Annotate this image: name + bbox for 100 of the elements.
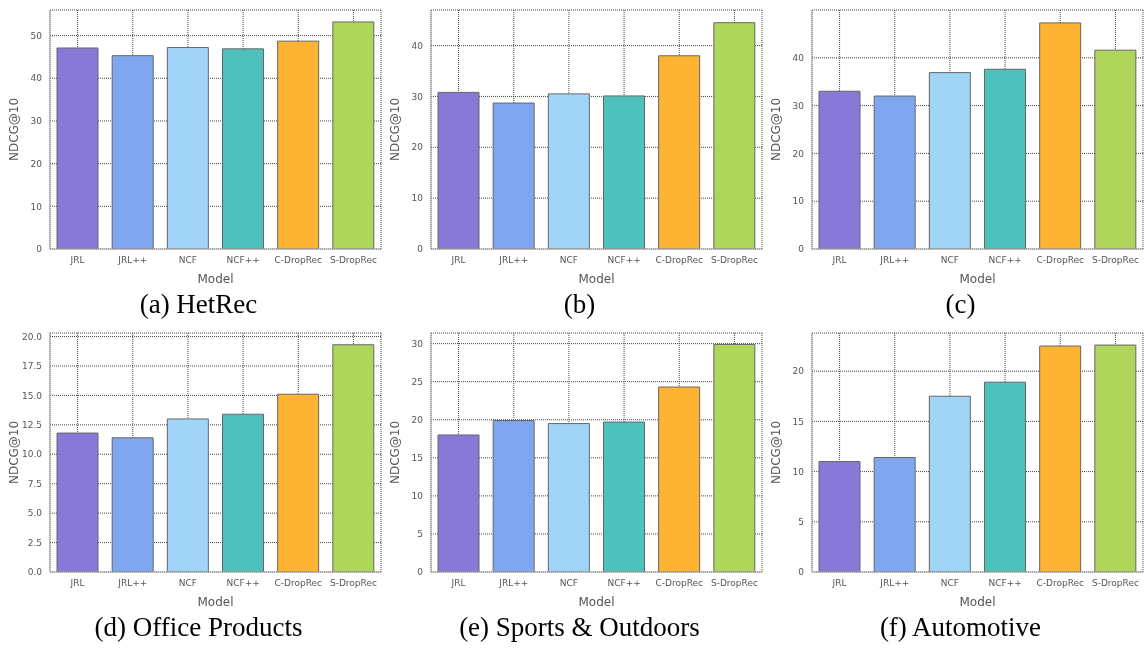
bar <box>873 457 916 572</box>
bar <box>547 93 590 249</box>
y-tick-label: 20 <box>411 142 424 153</box>
bar <box>1094 344 1137 572</box>
x-tick-label: C-DropRec <box>655 578 704 589</box>
x-axis-title: Model <box>959 595 996 609</box>
bar <box>1094 49 1137 249</box>
text: (a) HetRec <box>138 289 259 320</box>
x-tick-label: C-DropRec <box>274 255 323 266</box>
x-tick-label: NCF++ <box>607 255 641 266</box>
y-axis-title: NDCG@10 <box>388 420 403 485</box>
bar <box>437 91 480 249</box>
x-tick-label: JRL <box>450 578 466 589</box>
text: (c) <box>944 289 977 320</box>
bar <box>713 343 756 572</box>
x-tick-label: NCF++ <box>607 578 641 589</box>
bar <box>56 47 99 249</box>
x-tick-label: NCF++ <box>988 578 1022 589</box>
y-tick-label: 10 <box>411 491 424 502</box>
y-tick-label: 40 <box>30 73 43 84</box>
y-tick-label: 7.5 <box>27 478 42 489</box>
bar <box>492 420 535 572</box>
y-tick-label: 20 <box>792 148 805 159</box>
bar <box>1039 22 1082 249</box>
y-tick-label: 10 <box>792 466 805 477</box>
y-axis-title: NDCG@10 <box>388 97 403 162</box>
y-tick-label: 0 <box>798 567 805 578</box>
y-tick-label: 20.0 <box>21 331 43 342</box>
y-tick-label: 10.0 <box>21 449 43 460</box>
x-tick-label: NCF <box>559 255 579 266</box>
y-tick-label: 30 <box>30 116 43 127</box>
y-tick-label: 20 <box>30 158 43 169</box>
y-tick-label: 20 <box>411 414 424 425</box>
y-tick-label: 5 <box>798 516 804 527</box>
x-tick-label: JRL <box>450 255 466 266</box>
x-tick-label: JRL++ <box>117 578 148 589</box>
x-tick-label: JRL <box>831 255 847 266</box>
x-tick-label: JRL <box>69 255 85 266</box>
y-axis-title: NDCG@10 <box>7 420 22 485</box>
y-axis-title: NDCG@10 <box>769 420 784 485</box>
x-tick-label: S-DropRec <box>710 255 758 266</box>
bar <box>277 40 320 249</box>
text: (b) <box>562 289 597 320</box>
bar <box>658 386 701 572</box>
x-tick-label: JRL <box>69 578 85 589</box>
x-tick-label: S-DropRec <box>329 255 377 266</box>
x-tick-label: JRL <box>831 578 847 589</box>
x-axis-title: Model <box>578 595 615 609</box>
y-tick-label: 0 <box>36 244 43 255</box>
x-axis-title: Model <box>197 272 234 286</box>
bar <box>928 72 971 249</box>
y-tick-label: 40 <box>411 40 424 51</box>
y-tick-label: 15 <box>411 453 423 464</box>
x-axis-title: Model <box>959 272 996 286</box>
x-tick-label: JRL++ <box>498 578 529 589</box>
y-tick-label: 0 <box>417 567 424 578</box>
bar <box>818 90 861 249</box>
bar <box>984 68 1026 249</box>
x-tick-label: NCF++ <box>226 578 260 589</box>
y-tick-label: 30 <box>411 91 424 102</box>
x-tick-label: NCF <box>178 578 198 589</box>
y-tick-label: 10 <box>411 193 424 204</box>
bar <box>437 434 480 572</box>
bar <box>111 55 154 249</box>
y-tick-label: 2.5 <box>27 537 42 548</box>
bar <box>713 22 756 249</box>
x-tick-label: S-DropRec <box>329 578 377 589</box>
bar <box>818 461 861 572</box>
x-axis-title: Model <box>578 272 615 286</box>
y-tick-label: 30 <box>411 338 424 349</box>
bar <box>111 437 154 572</box>
x-tick-label: JRL++ <box>879 255 910 266</box>
text: (f) Automotive <box>878 612 1043 643</box>
bar <box>492 102 535 249</box>
text: (d) Office Products <box>93 612 304 643</box>
y-tick-label: 5 <box>417 529 423 540</box>
x-tick-label: NCF <box>940 578 960 589</box>
x-tick-label: NCF <box>559 578 579 589</box>
bar <box>658 55 701 249</box>
y-tick-label: 15 <box>792 416 804 427</box>
y-tick-label: 10 <box>792 196 805 207</box>
x-tick-label: JRL++ <box>117 255 148 266</box>
bar <box>984 381 1026 572</box>
y-axis-title: NDCG@10 <box>7 97 22 162</box>
bar <box>1039 345 1082 572</box>
x-tick-label: S-DropRec <box>1091 255 1139 266</box>
bar <box>166 418 209 572</box>
y-tick-label: 10 <box>30 201 43 212</box>
bar <box>547 423 590 572</box>
y-tick-label: 20 <box>792 366 805 377</box>
bar <box>56 432 99 572</box>
x-tick-label: C-DropRec <box>655 255 704 266</box>
y-axis-title: NDCG@10 <box>769 97 784 162</box>
x-tick-label: C-DropRec <box>1036 255 1085 266</box>
y-tick-label: 40 <box>792 52 805 63</box>
y-tick-label: 12.5 <box>21 420 42 431</box>
bar <box>166 47 209 249</box>
x-tick-label: NCF <box>178 255 198 266</box>
y-tick-label: 0 <box>417 244 424 255</box>
y-tick-label: 15.0 <box>21 390 43 401</box>
